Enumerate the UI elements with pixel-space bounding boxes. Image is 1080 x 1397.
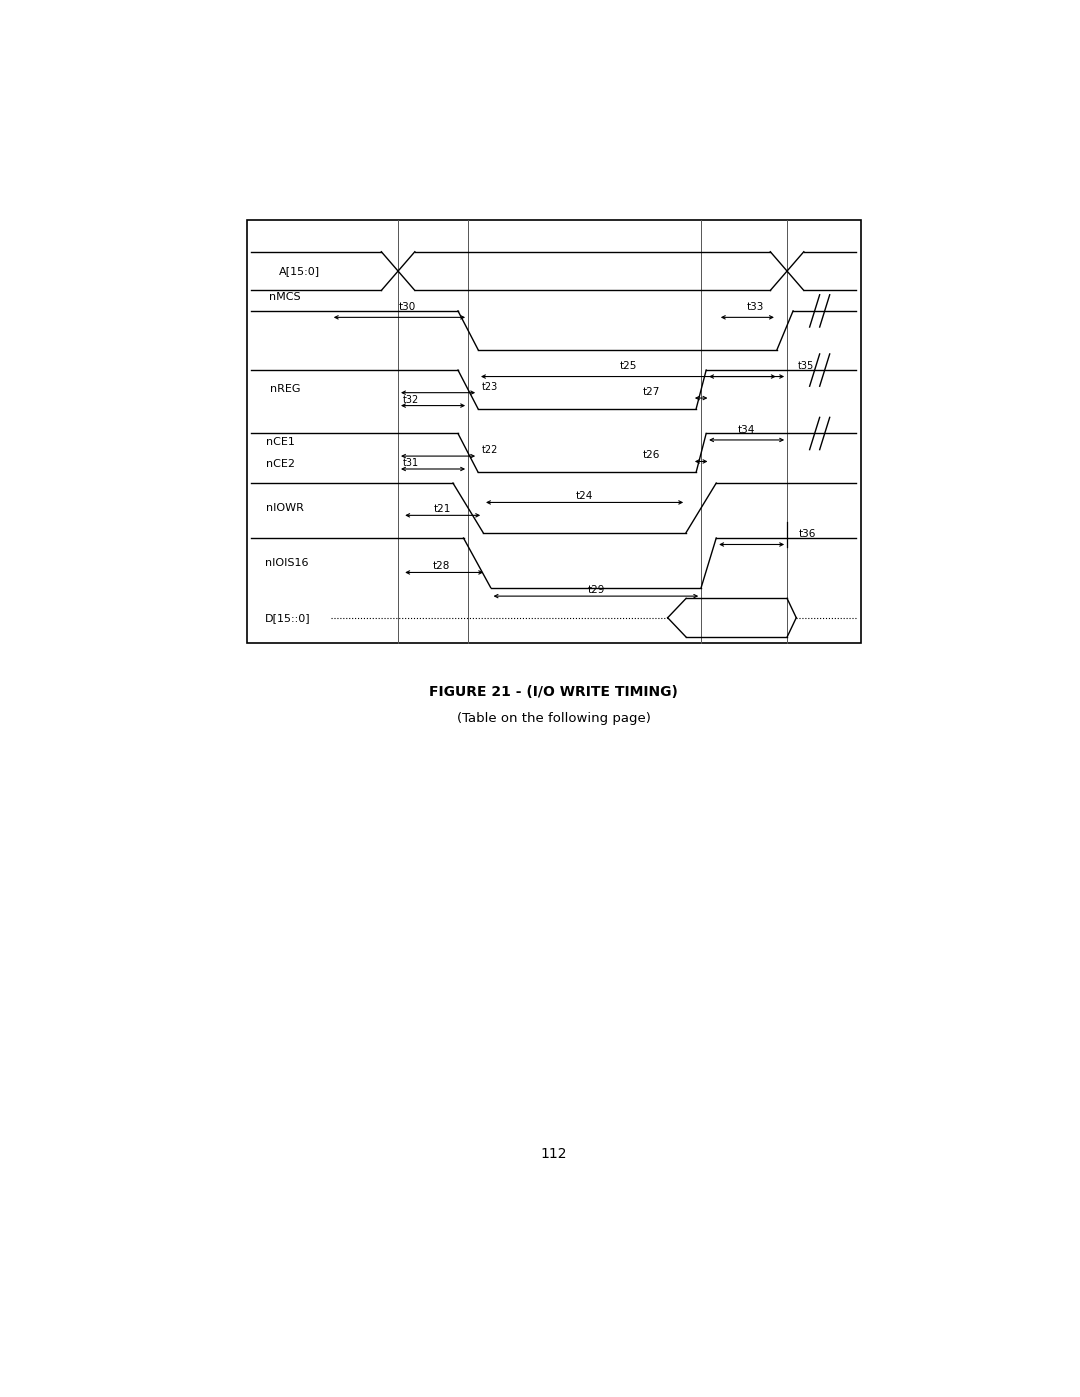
Text: t30: t30 <box>400 302 417 312</box>
Text: t33: t33 <box>747 302 765 312</box>
Text: nIOIS16: nIOIS16 <box>265 557 308 567</box>
Text: t32: t32 <box>402 394 419 405</box>
Text: nIOWR: nIOWR <box>266 503 303 513</box>
Text: t24: t24 <box>576 492 593 502</box>
Text: nMCS: nMCS <box>269 292 300 302</box>
Text: nCE2: nCE2 <box>266 458 295 468</box>
Text: t26: t26 <box>643 450 660 461</box>
Text: t21: t21 <box>434 504 451 514</box>
Text: nCE1: nCE1 <box>266 437 295 447</box>
Text: t23: t23 <box>483 381 499 391</box>
Text: A[15:0]: A[15:0] <box>279 265 320 277</box>
Text: t34: t34 <box>738 425 755 434</box>
Text: t29: t29 <box>588 585 605 595</box>
Text: t25: t25 <box>620 362 637 372</box>
Text: t27: t27 <box>643 387 660 397</box>
Text: 112: 112 <box>540 1147 567 1161</box>
Text: t28: t28 <box>433 562 450 571</box>
Text: (Table on the following page): (Table on the following page) <box>457 712 650 725</box>
Text: t31: t31 <box>402 458 418 468</box>
Text: t36: t36 <box>799 529 816 539</box>
Text: t22: t22 <box>483 446 499 455</box>
Text: D[15::0]: D[15::0] <box>265 613 310 623</box>
Text: FIGURE 21 - (I/O WRITE TIMING): FIGURE 21 - (I/O WRITE TIMING) <box>429 685 678 698</box>
Bar <box>247 221 861 643</box>
Text: t35: t35 <box>798 362 814 372</box>
Text: nREG: nREG <box>270 384 300 394</box>
